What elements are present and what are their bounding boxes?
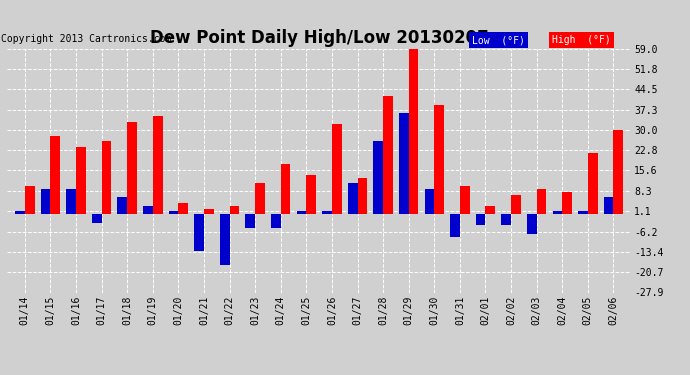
- Bar: [230, 206, 239, 214]
- Bar: [613, 130, 623, 214]
- Bar: [297, 211, 306, 214]
- Bar: [332, 124, 342, 214]
- Bar: [92, 214, 101, 223]
- Bar: [101, 141, 111, 214]
- Bar: [117, 197, 127, 214]
- Bar: [348, 183, 357, 214]
- Bar: [511, 195, 521, 214]
- Bar: [66, 189, 76, 214]
- Bar: [475, 214, 486, 225]
- Bar: [152, 116, 163, 214]
- Bar: [502, 214, 511, 225]
- Bar: [281, 164, 290, 214]
- Bar: [76, 147, 86, 214]
- Bar: [373, 141, 383, 214]
- Bar: [527, 214, 537, 234]
- Bar: [424, 189, 434, 214]
- Text: High  (°F): High (°F): [552, 35, 611, 45]
- Bar: [562, 192, 572, 214]
- Bar: [271, 214, 281, 228]
- Bar: [357, 178, 367, 214]
- Bar: [179, 203, 188, 214]
- Bar: [460, 186, 470, 214]
- Bar: [195, 214, 204, 251]
- Bar: [41, 189, 50, 214]
- Bar: [220, 214, 230, 265]
- Bar: [127, 122, 137, 214]
- Bar: [553, 211, 562, 214]
- Bar: [408, 49, 418, 214]
- Bar: [450, 214, 460, 237]
- Text: Low  (°F): Low (°F): [472, 35, 525, 45]
- Bar: [399, 113, 408, 214]
- Bar: [486, 206, 495, 214]
- Title: Dew Point Daily High/Low 20130207: Dew Point Daily High/Low 20130207: [150, 29, 489, 47]
- Bar: [306, 175, 316, 214]
- Bar: [255, 183, 265, 214]
- Bar: [143, 206, 152, 214]
- Bar: [604, 197, 613, 214]
- Bar: [537, 189, 546, 214]
- Bar: [578, 211, 588, 214]
- Bar: [50, 136, 60, 214]
- Bar: [588, 153, 598, 214]
- Bar: [322, 211, 332, 214]
- Bar: [434, 105, 444, 214]
- Bar: [25, 186, 34, 214]
- Bar: [15, 211, 25, 214]
- Bar: [204, 209, 214, 214]
- Bar: [168, 211, 179, 214]
- Bar: [383, 96, 393, 214]
- Text: Copyright 2013 Cartronics.com: Copyright 2013 Cartronics.com: [1, 34, 171, 44]
- Bar: [246, 214, 255, 228]
